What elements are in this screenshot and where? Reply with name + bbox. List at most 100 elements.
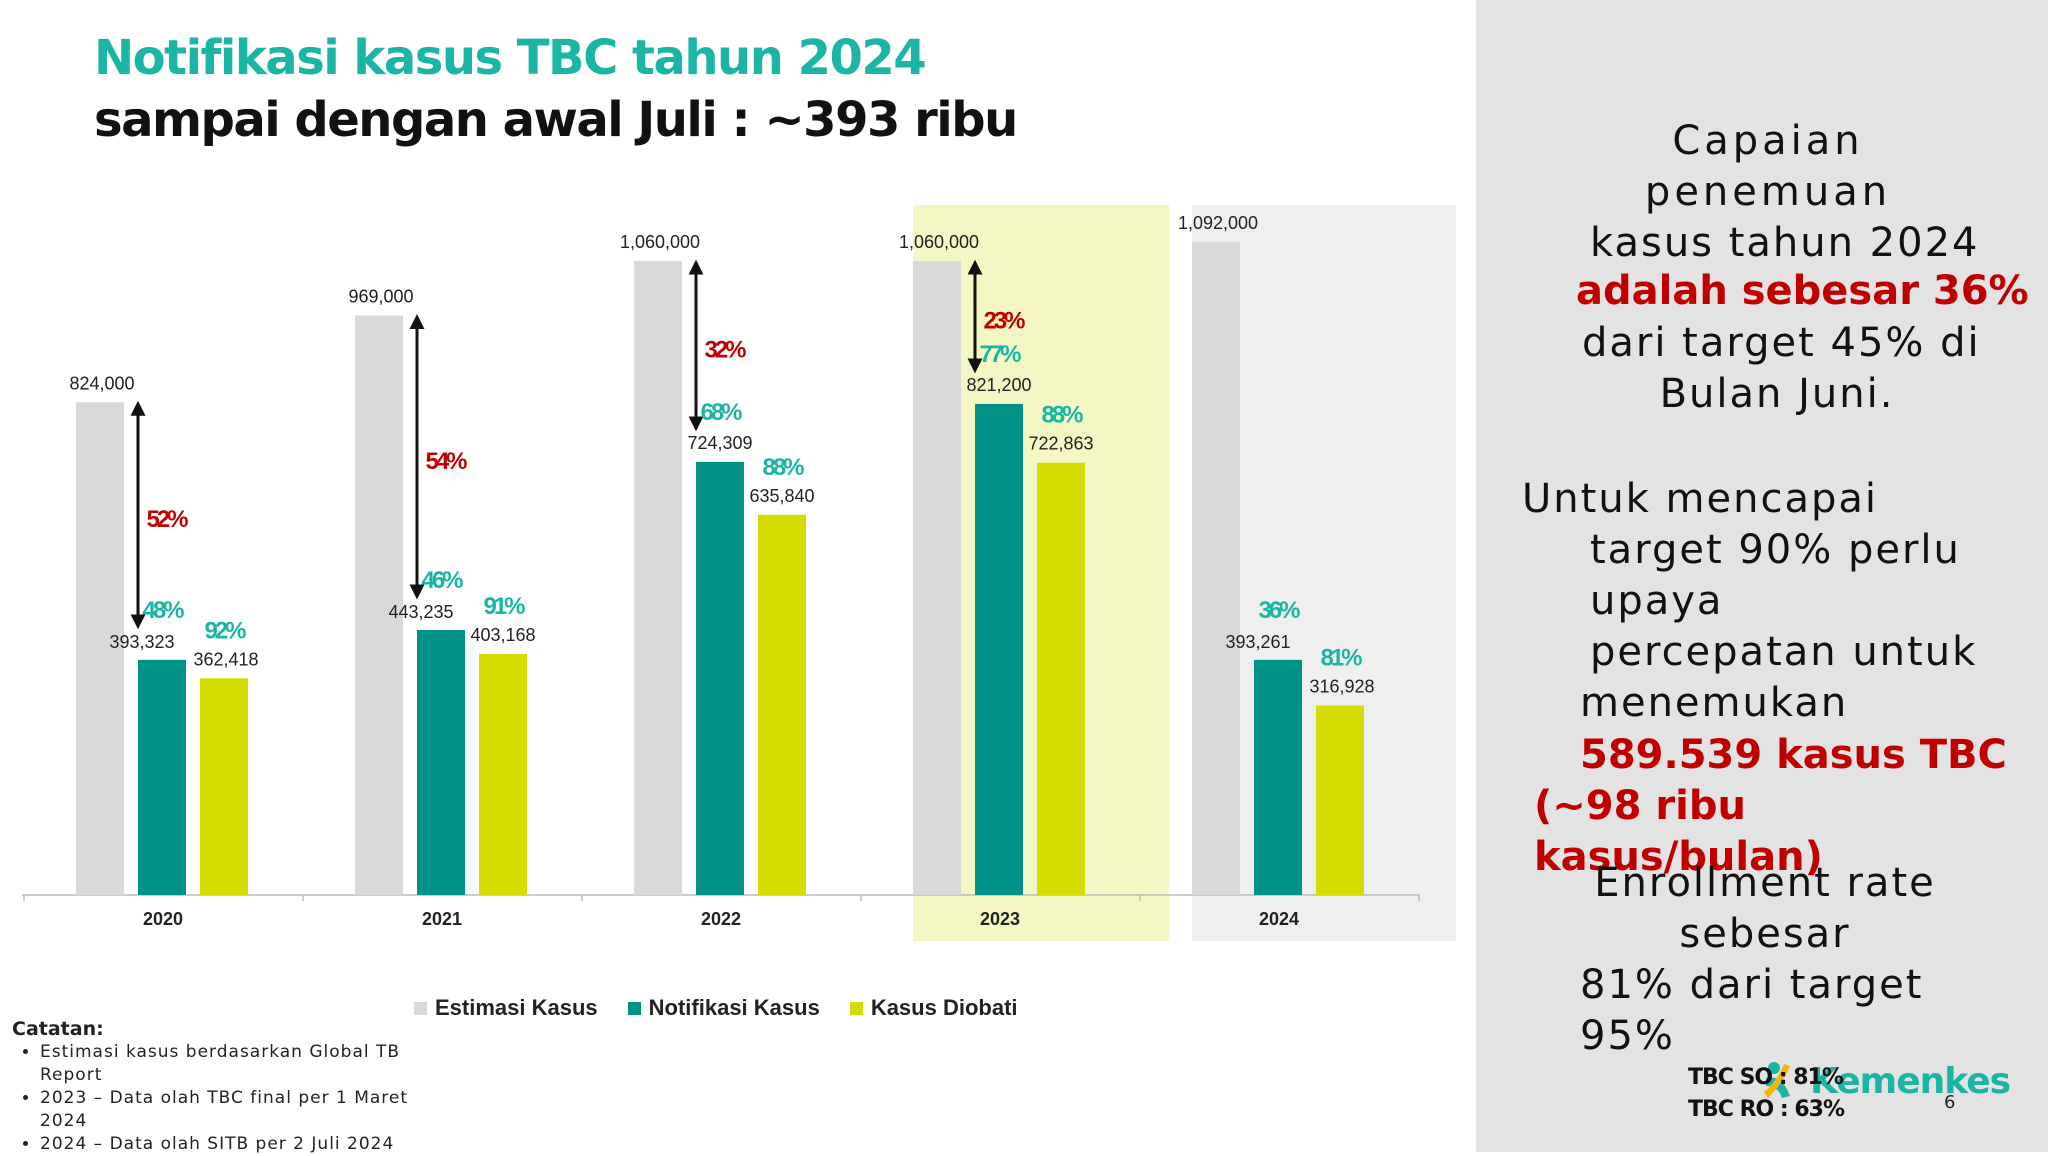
- treated-percent-2023: 88%: [1041, 402, 1083, 429]
- side-panel: [1476, 0, 2048, 1152]
- legend-swatch-notifikasi: [627, 1001, 641, 1015]
- data-label-kasus-diobati-2022: 635,840: [749, 486, 814, 506]
- gap-percent-2022: 32%: [704, 337, 746, 364]
- gap-percent-2021: 54%: [425, 448, 467, 475]
- data-label-kasus-diobati-2024: 316,928: [1309, 676, 1374, 696]
- notification-percent-2021: 46%: [421, 567, 463, 594]
- side-paragraph-1c: dari target 45% di Bulan Juni.: [1582, 318, 1981, 420]
- data-label-notifikasi-kasus-2020: 393,323: [109, 632, 174, 652]
- note-item: Estimasi kasus berdasarkan Global TB Rep…: [40, 1041, 432, 1087]
- side-text-line: target 90% perlu: [1590, 527, 1961, 573]
- side-red-line: 589.539 kasus TBC: [1580, 732, 2007, 778]
- bar-notifikasi-kasus-2023: [975, 403, 1023, 895]
- side-text-line: sebesar: [1679, 911, 1851, 957]
- side-paragraph-2: Untuk mencapai: [1522, 474, 1878, 525]
- side-text-line: kasus tahun 2024: [1590, 220, 1980, 266]
- data-label-notifikasi-kasus-2023: 821,200: [966, 375, 1031, 395]
- bar-kasus-diobati-2024: [1316, 705, 1364, 895]
- data-label-estimasi-kasus-2024: 1,092,000: [1178, 213, 1258, 233]
- gap-percent-2023: 23%: [983, 308, 1025, 335]
- side-paragraph-1b: kasus tahun 2024: [1590, 218, 1979, 269]
- title-line-1: Notifikasi kasus TBC tahun 2024: [94, 30, 927, 86]
- data-label-estimasi-kasus-2023: 1,060,000: [899, 232, 979, 252]
- gap-percent-2020: 52%: [146, 506, 188, 533]
- tbc-ro-rate: TBC RO : 63%: [1688, 1097, 1845, 1122]
- bar-estimasi-kasus-2022: [634, 261, 682, 896]
- bar-notifikasi-kasus-2022: [696, 461, 744, 895]
- bar-estimasi-kasus-2023: [913, 261, 961, 896]
- data-label-notifikasi-kasus-2022: 724,309: [687, 433, 752, 453]
- notification-percent-2020: 48%: [142, 597, 184, 624]
- bar-notifikasi-kasus-2024: [1254, 659, 1302, 895]
- side-text-line: 95%: [1580, 1013, 1675, 1059]
- note-item: 2023 – Data olah TBC final per 1 Maret 2…: [40, 1087, 432, 1133]
- x-tick-label-2021: 2021: [422, 909, 462, 929]
- side-text-line: Untuk mencapai: [1522, 476, 1878, 522]
- side-paragraph-2b: target 90% perlu upaya percepatan untuk: [1590, 525, 1977, 678]
- side-text-line: Enrollment rate: [1594, 860, 1936, 906]
- bar-estimasi-kasus-2020: [76, 402, 124, 895]
- treated-percent-2022: 88%: [762, 454, 804, 481]
- legend-label-estimasi: Estimasi Kasus: [435, 995, 598, 1020]
- bar-notifikasi-kasus-2021: [417, 629, 465, 895]
- bar-estimasi-kasus-2021: [355, 315, 403, 895]
- treated-percent-2021: 91%: [483, 593, 525, 620]
- side-red-line: kasus/bulan): [1534, 834, 1823, 880]
- legend-swatch-diobati: [849, 1001, 863, 1015]
- bar-kasus-diobati-2023: [1037, 462, 1085, 895]
- bar-kasus-diobati-2020: [200, 678, 248, 895]
- side-text-line: 81% dari target: [1580, 962, 1924, 1008]
- title-line-2: sampai dengan awal Juli : ~393 ribu: [94, 92, 1018, 148]
- logo-text: Kemenkes: [1810, 1060, 2011, 1102]
- legend-item-diobati: Kasus Diobati: [849, 995, 1018, 1021]
- side-text-line: Bulan Juni.: [1659, 371, 1895, 417]
- side-paragraph-3: Enrollment rate sebesar: [1580, 858, 1950, 960]
- data-label-estimasi-kasus-2020: 824,000: [69, 373, 134, 393]
- side-paragraph-2c: menemukan: [1580, 678, 1848, 729]
- data-label-kasus-diobati-2020: 362,418: [193, 649, 258, 669]
- notification-percent-2022: 68%: [700, 399, 742, 426]
- side-highlight-1: adalah sebesar 36%: [1576, 268, 2029, 314]
- data-label-notifikasi-kasus-2024: 393,261: [1225, 632, 1290, 652]
- notification-percent-2024: 36%: [1258, 597, 1300, 624]
- chart-legend: Estimasi Kasus Notifikasi Kasus Kasus Di…: [414, 995, 1018, 1021]
- treated-percent-2020: 92%: [204, 617, 246, 644]
- x-tick-label-2020: 2020: [143, 909, 183, 929]
- data-label-estimasi-kasus-2021: 969,000: [348, 287, 413, 307]
- notes-title: Catatan:: [12, 1018, 104, 1040]
- note-item: 2024 – Data olah SITB per 2 Juli 2024: [40, 1133, 432, 1156]
- side-text-line: upaya: [1590, 578, 1724, 624]
- side-text-line: menemukan: [1580, 680, 1849, 726]
- notes-section: Catatan: Estimasi kasus berdasarkan Glob…: [12, 1018, 432, 1156]
- side-paragraph-1: Capaian penemuan: [1588, 116, 1948, 218]
- bar-notifikasi-kasus-2020: [138, 659, 186, 895]
- side-highlight-2: 589.539 kasus TBC (~98 ribu kasus/bulan): [1534, 730, 2007, 883]
- side-text-line: percepatan untuk: [1590, 629, 1978, 675]
- side-text-line: Capaian: [1672, 118, 1864, 164]
- x-tick-label-2024: 2024: [1259, 909, 1299, 929]
- legend-label-diobati: Kasus Diobati: [870, 995, 1018, 1020]
- legend-label-notifikasi: Notifikasi Kasus: [648, 995, 820, 1020]
- data-label-estimasi-kasus-2022: 1,060,000: [620, 232, 700, 252]
- bar-chart: 2020 824,000 393,323 362,418 52% 48% 92% 2021 96…: [22, 205, 1456, 941]
- bar-kasus-diobati-2021: [479, 653, 527, 895]
- bar-estimasi-kasus-2024: [1192, 242, 1240, 895]
- legend-item-estimasi: Estimasi Kasus: [414, 995, 598, 1021]
- legend-swatch-estimasi: [414, 1001, 427, 1015]
- treated-percent-2024: 81%: [1320, 644, 1362, 671]
- side-paragraph-3b: 81% dari target 95%: [1580, 960, 1923, 1062]
- data-label-kasus-diobati-2021: 403,168: [470, 625, 535, 645]
- legend-item-notifikasi: Notifikasi Kasus: [627, 995, 820, 1021]
- data-label-notifikasi-kasus-2021: 443,235: [388, 602, 453, 622]
- side-red-line: (~98 ribu: [1534, 783, 1746, 829]
- data-label-kasus-diobati-2023: 722,863: [1028, 434, 1093, 454]
- x-tick-label-2022: 2022: [701, 909, 741, 929]
- page-number: 6: [1944, 1092, 1956, 1113]
- notification-percent-2023: 77%: [979, 341, 1021, 368]
- kemenkes-mark-icon: [1764, 1062, 1790, 1098]
- tbc-rates: TBC SO : 81% TBC RO : 63%: [1688, 1062, 1845, 1126]
- bar-kasus-diobati-2022: [758, 514, 806, 895]
- side-text-line: dari target 45% di: [1582, 320, 1981, 366]
- tbc-so-rate: TBC SO : 81%: [1688, 1065, 1844, 1090]
- x-tick-label-2023: 2023: [980, 909, 1020, 929]
